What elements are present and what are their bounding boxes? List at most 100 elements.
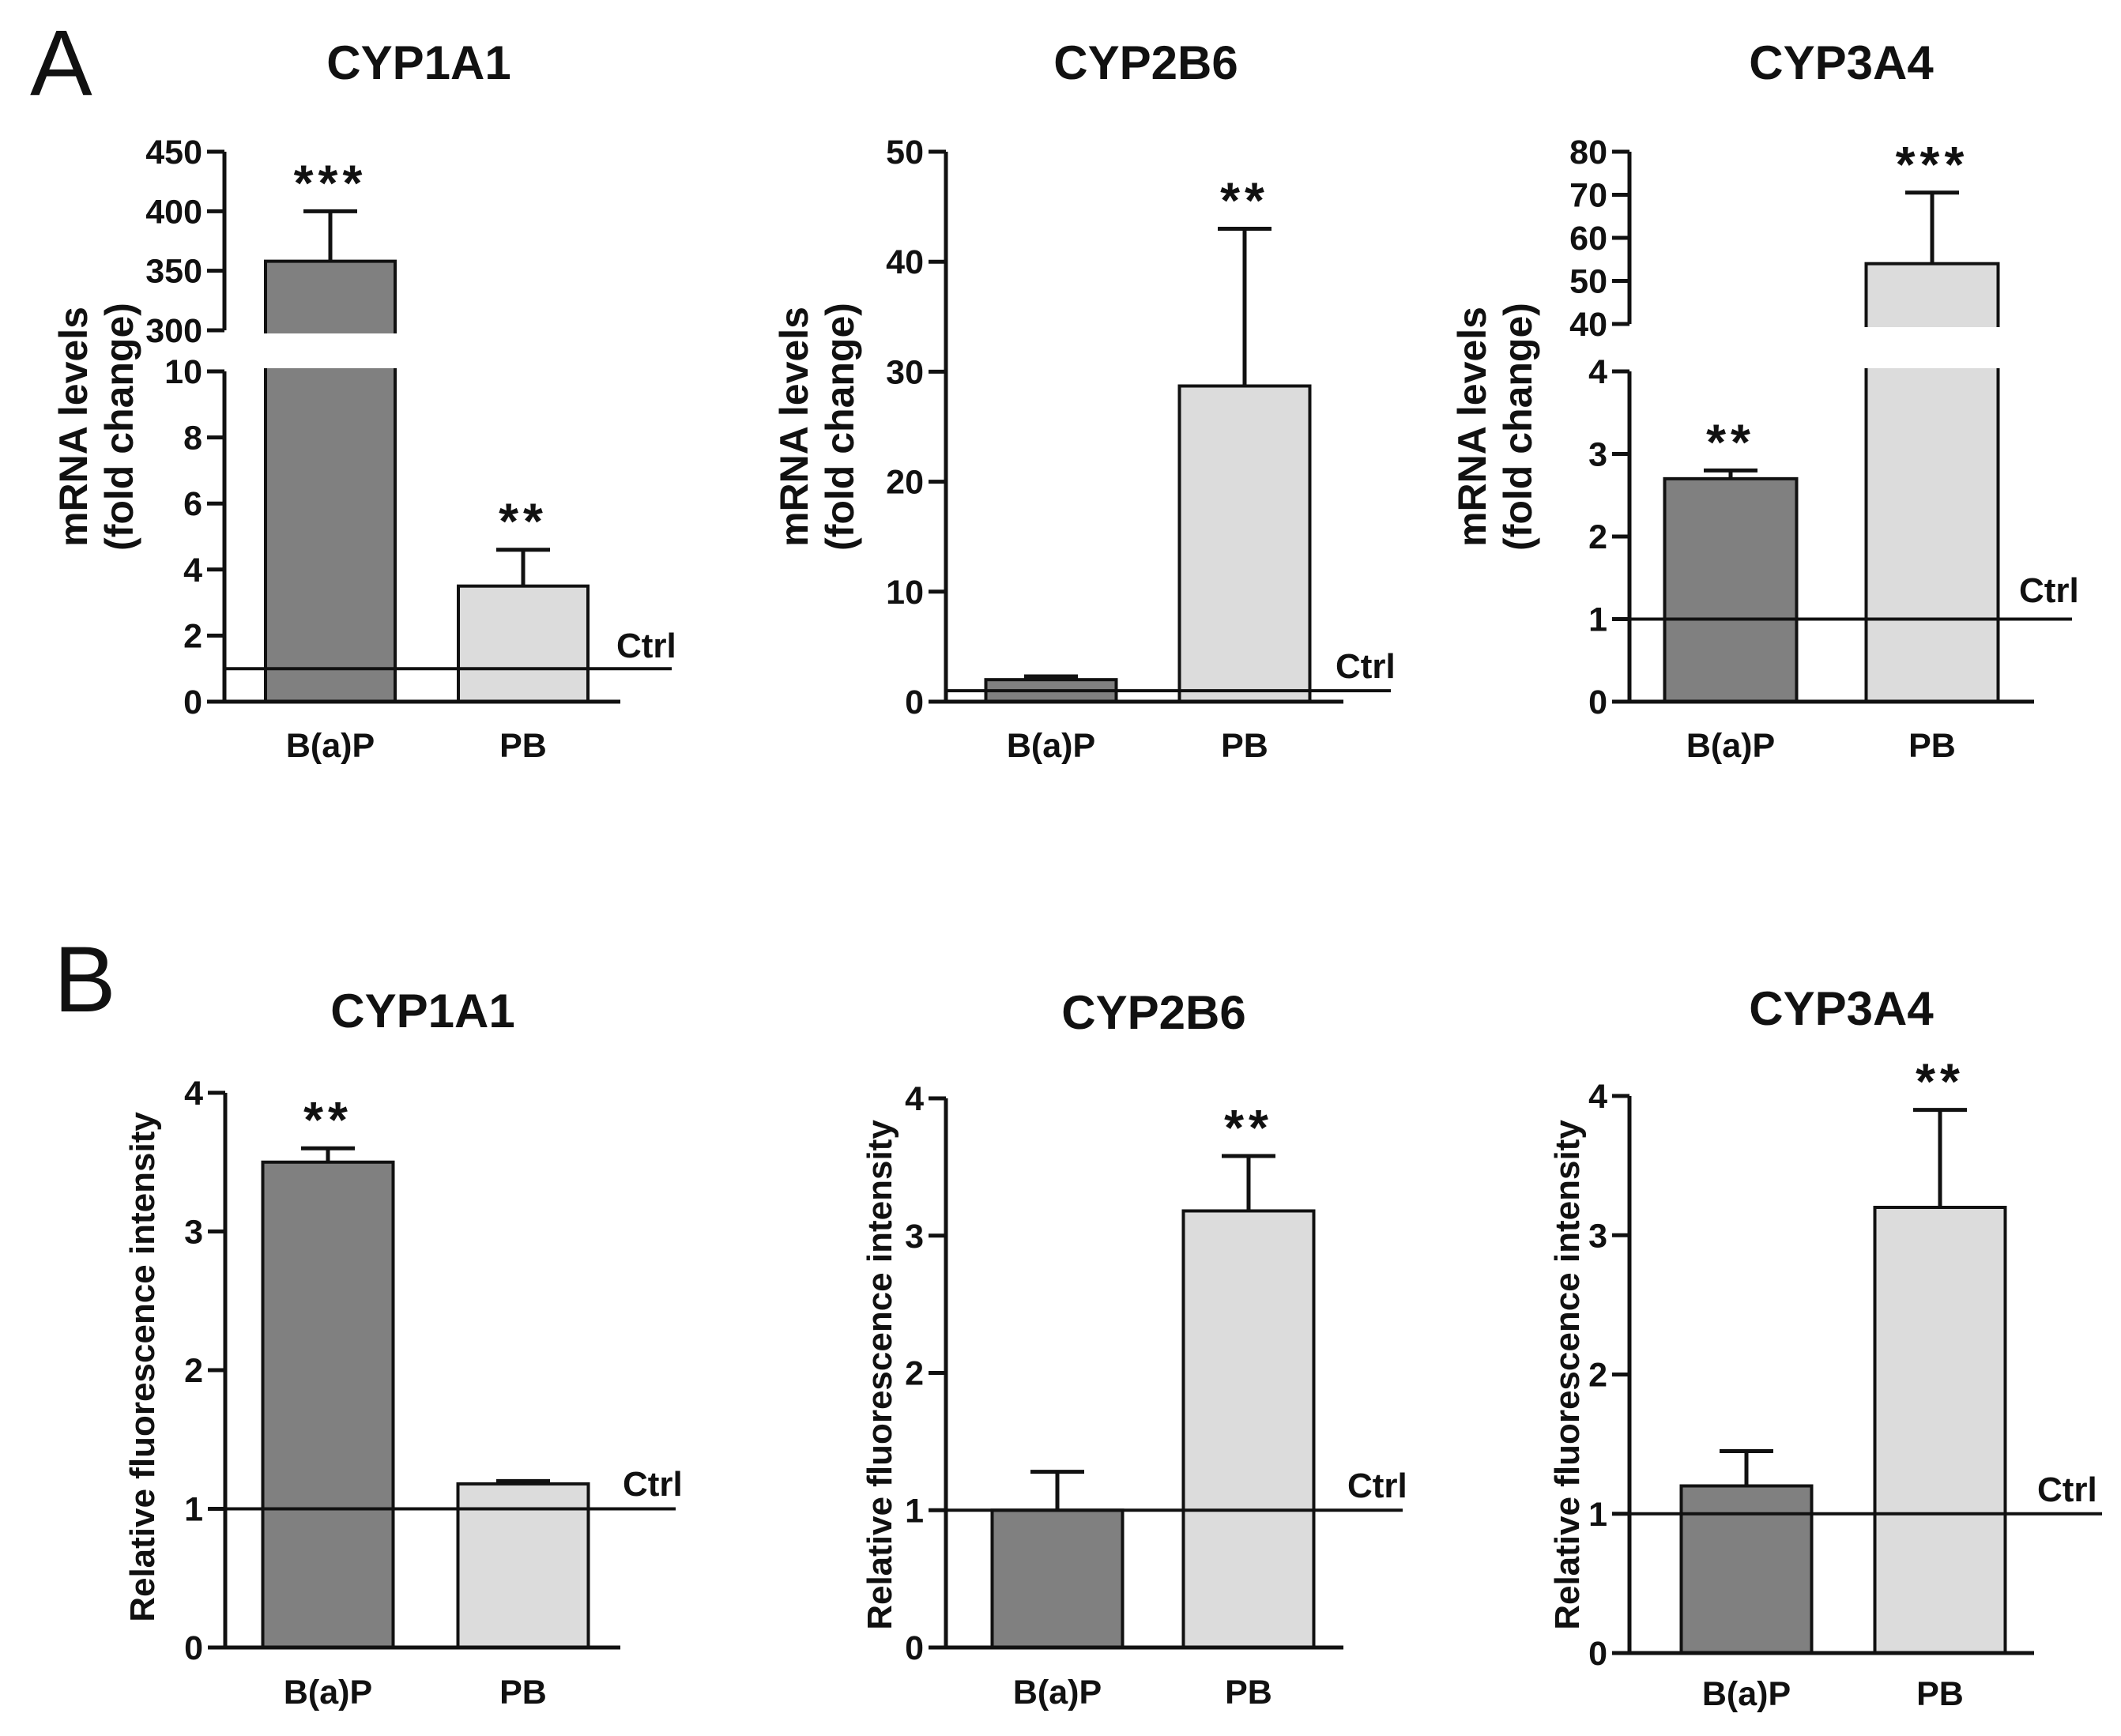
- bar-pb: [457, 584, 590, 704]
- y-tick-label: 400: [145, 193, 202, 231]
- y-axis-label: Relative fluorescence intensity: [123, 1112, 162, 1622]
- category-label: PB: [499, 1674, 547, 1712]
- ctrl-label: Ctrl: [616, 627, 676, 665]
- y-tick-label: 0: [905, 683, 924, 721]
- y-tick-label: 2: [905, 1355, 924, 1393]
- chart-title: CYP1A1: [330, 985, 514, 1037]
- y-axis-label-line: mRNA levels: [1450, 307, 1494, 547]
- y-axis-label-line: (fold change): [1496, 303, 1540, 551]
- bar-pb: [1181, 1209, 1316, 1649]
- category-label: PB: [499, 727, 547, 765]
- chart-title: CYP3A4: [1749, 982, 1934, 1035]
- significance-marker: **: [1706, 413, 1755, 470]
- y-axis-label: mRNA levels(fold change): [51, 303, 141, 551]
- y-axis-label-line: Relative fluorescence intensity: [1548, 1120, 1587, 1630]
- category-label: PB: [1225, 1674, 1272, 1712]
- category-label: B(a)P: [1702, 1675, 1791, 1713]
- axis-break-gap: [193, 333, 596, 368]
- y-tick-label: 3: [905, 1218, 924, 1256]
- chart-title: CYP2B6: [1053, 36, 1238, 89]
- y-axis-label-line: (fold change): [97, 303, 141, 551]
- chart-b-cyp2b6: CYP2B6 Relative fluorescence intensity B(a…: [861, 986, 1407, 1712]
- panel-label-b: B: [54, 928, 116, 1032]
- category-label: B(a)P: [1013, 1674, 1102, 1712]
- significance-marker: ***: [1896, 136, 1969, 193]
- significance-marker: **: [1916, 1053, 1965, 1110]
- y-axis-label-line: Relative fluorescence intensity: [861, 1120, 899, 1630]
- y-tick-label: 0: [184, 1629, 203, 1667]
- y-tick-label: 10: [164, 353, 202, 391]
- axis-break-gap: [1598, 327, 2006, 368]
- bar-bap: [1663, 476, 1799, 703]
- y-axis-label-line: mRNA levels: [772, 307, 816, 547]
- y-tick-label: 4: [1588, 353, 1607, 391]
- chart-a-cyp2b6: CYP2B6 mRNA levels(fold change) B(a)P ** PB 0…: [772, 36, 1396, 765]
- y-tick-label: 4: [184, 1075, 203, 1113]
- category-label: B(a)P: [1007, 727, 1095, 765]
- y-tick-label: 1: [1588, 601, 1607, 639]
- chart-b-cyp3a4: CYP3A4 Relative fluorescence intensity B(a…: [1548, 982, 2102, 1713]
- y-tick-label: 350: [145, 253, 202, 291]
- y-tick-label: 0: [183, 683, 202, 721]
- significance-marker: **: [1220, 171, 1269, 228]
- chart-title: CYP2B6: [1061, 986, 1245, 1039]
- ctrl-label: Ctrl: [1336, 647, 1396, 686]
- y-tick-label: 50: [1569, 263, 1607, 301]
- category-label: B(a)P: [286, 727, 375, 765]
- bar-pb: [456, 1482, 590, 1650]
- y-tick-label: 70: [1569, 177, 1607, 215]
- y-axis-label-line: mRNA levels: [51, 307, 96, 547]
- bar-bap: [264, 259, 397, 703]
- ctrl-label: Ctrl: [1347, 1467, 1407, 1505]
- y-tick-label: 50: [886, 134, 924, 171]
- y-tick-label: 0: [1588, 683, 1607, 721]
- chart-b-cyp1a1: CYP1A1 Relative fluorescence intensity ** B…: [123, 985, 683, 1712]
- chart-a-cyp1a1: CYP1A1 mRNA levels(fold change) *** B(a)P **…: [51, 36, 676, 765]
- y-tick-label: 450: [145, 134, 202, 171]
- y-tick-label: 0: [1588, 1635, 1607, 1673]
- y-axis-label-line: Relative fluorescence intensity: [123, 1112, 162, 1622]
- significance-marker: **: [1224, 1099, 1273, 1156]
- y-tick-label: 3: [1588, 1217, 1607, 1255]
- y-tick-label: 3: [184, 1214, 203, 1252]
- y-tick-label: 40: [1569, 306, 1607, 344]
- y-tick-label: 10: [886, 574, 924, 612]
- y-tick-label: 8: [183, 420, 202, 458]
- y-axis-label-line: (fold change): [818, 303, 862, 551]
- chart-title: CYP1A1: [326, 36, 510, 89]
- y-tick-label: 30: [886, 353, 924, 391]
- y-tick-label: 2: [183, 617, 202, 655]
- y-tick-label: 2: [184, 1352, 203, 1390]
- bar-bap: [990, 1508, 1125, 1649]
- y-axis-label: mRNA levels(fold change): [1450, 303, 1540, 551]
- significance-marker: ***: [294, 154, 367, 211]
- y-tick-label: 4: [905, 1080, 924, 1118]
- y-axis-label: Relative fluorescence intensity: [1548, 1120, 1587, 1630]
- category-label: B(a)P: [1686, 727, 1775, 765]
- y-tick-label: 1: [184, 1491, 203, 1529]
- ctrl-label: Ctrl: [2037, 1471, 2097, 1509]
- bar-bap: [261, 1160, 395, 1649]
- y-tick-label: 0: [905, 1629, 924, 1667]
- y-tick-label: 80: [1569, 134, 1607, 171]
- y-tick-label: 6: [183, 485, 202, 523]
- y-tick-label: 1: [1588, 1496, 1607, 1534]
- bar-bap: [1679, 1484, 1814, 1655]
- y-tick-label: 3: [1588, 436, 1607, 474]
- y-tick-label: 300: [145, 312, 202, 350]
- bar-pb: [1873, 1206, 2007, 1655]
- significance-marker: **: [303, 1091, 352, 1148]
- category-label: PB: [1908, 727, 1956, 765]
- y-tick-label: 4: [1588, 1078, 1607, 1116]
- category-label: PB: [1221, 727, 1268, 765]
- bar-pb: [1177, 384, 1312, 703]
- panel-label-a: A: [30, 11, 92, 115]
- y-tick-label: 2: [1588, 1357, 1607, 1395]
- y-axis-label: mRNA levels(fold change): [772, 303, 862, 551]
- y-tick-label: 4: [183, 552, 202, 589]
- y-tick-label: 1: [905, 1492, 924, 1530]
- y-tick-label: 2: [1588, 518, 1607, 556]
- category-label: B(a)P: [284, 1674, 372, 1712]
- chart-a-cyp3a4: CYP3A4 mRNA levels(fold change) ** B(a)P ***…: [1450, 36, 2079, 765]
- y-tick-label: 60: [1569, 220, 1607, 258]
